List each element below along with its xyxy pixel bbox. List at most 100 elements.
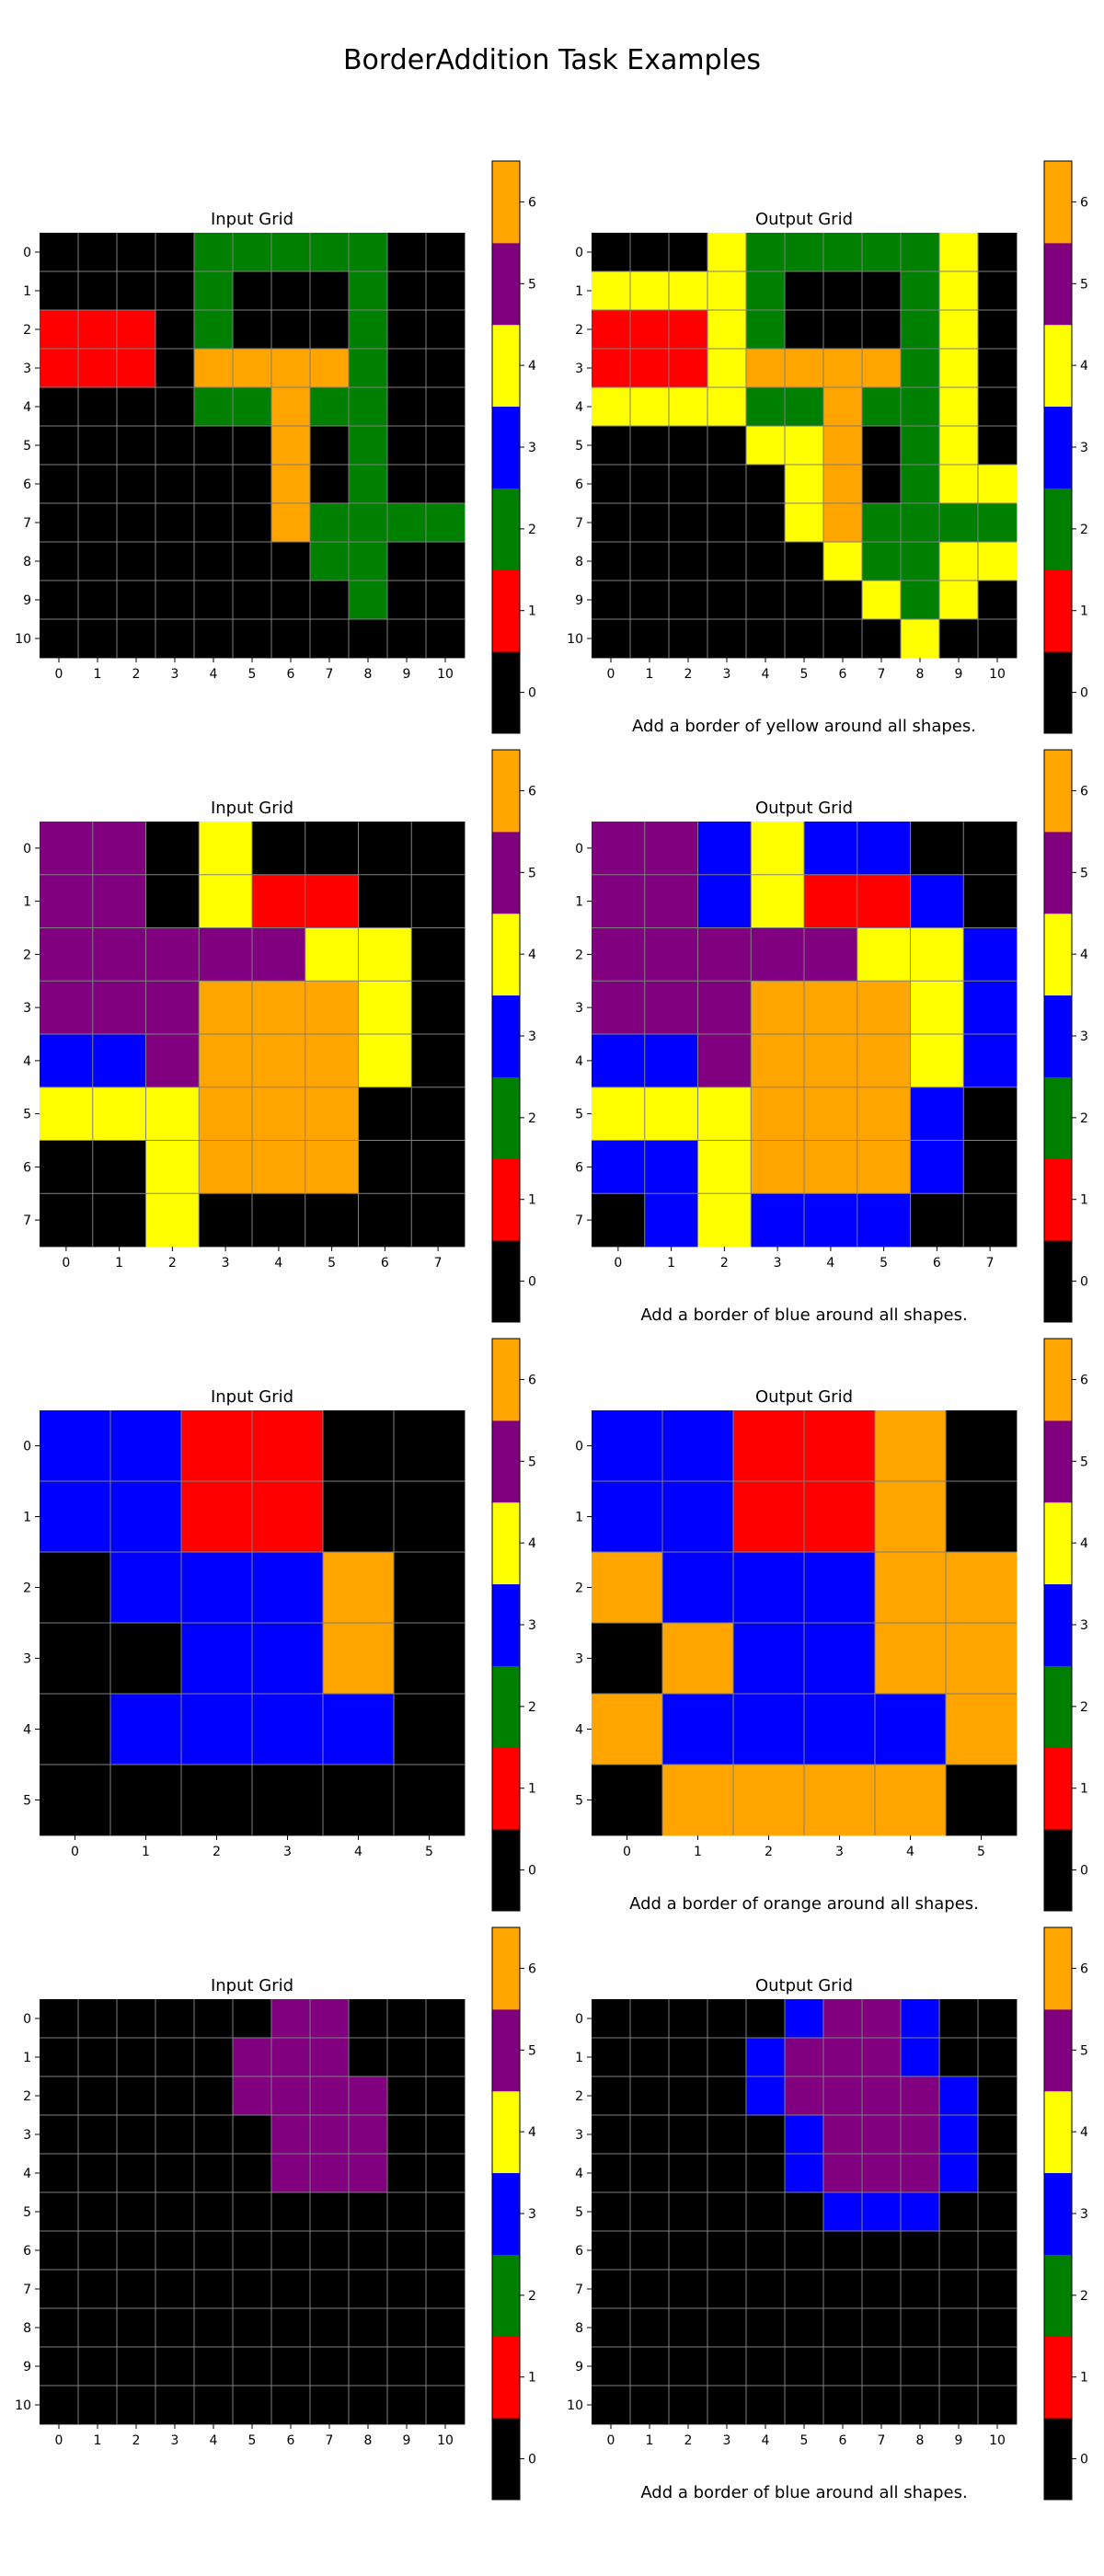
grid-cell (804, 1623, 876, 1695)
grid-cell (823, 465, 863, 504)
grid-cell (40, 1694, 111, 1765)
grid-cell (823, 1999, 863, 2039)
grid-cell (310, 465, 350, 504)
grid-cell (387, 2192, 427, 2232)
x-tick-label: 0 (62, 1256, 70, 1271)
grid-cell (592, 271, 631, 311)
grid-cell (349, 2154, 388, 2193)
grid-cell (669, 2386, 708, 2425)
grid-cell (862, 2154, 902, 2193)
grid-cell (630, 426, 670, 466)
grid-cell (707, 465, 747, 504)
grid-cell (194, 465, 234, 504)
grid-cell (746, 2076, 786, 2116)
x-tick-label: 0 (55, 2433, 63, 2448)
y-tick-label: 9 (23, 2360, 31, 2375)
grid-cell (751, 1034, 805, 1088)
grid-cell (630, 2308, 670, 2348)
grid-cell (592, 465, 631, 504)
grid-cell (746, 2154, 786, 2193)
grid-cell (155, 2038, 195, 2077)
grid-cell (733, 1765, 805, 1836)
colorbar-tick-label: 2 (528, 2289, 536, 2304)
grid-cell (804, 1034, 858, 1088)
grid-cell (644, 874, 698, 928)
grid-cell (592, 1140, 646, 1194)
grid-cell (592, 2347, 631, 2386)
grid-cell (978, 2154, 1018, 2193)
grid-cell (40, 1552, 111, 1624)
x-tick-label: 0 (607, 667, 615, 682)
grid-cell (349, 271, 388, 311)
grid-cell (194, 542, 234, 581)
example-4-output-grid: Output Grid 0 1 2 3 4 5 6 7 8 9 10 0 1 2 3 4 5 6 7 8 9 10 (567, 1976, 1018, 2448)
grid-cell (939, 2231, 979, 2271)
y-tick-label: 1 (575, 1511, 583, 1525)
colorbar-segment (1044, 831, 1072, 914)
grid-cell (707, 2231, 747, 2271)
grid-cell (194, 503, 234, 543)
x-tick-label: 6 (287, 667, 295, 682)
y-tick-label: 3 (575, 1652, 583, 1667)
grid-cell (40, 1765, 111, 1836)
colorbar-segment (1044, 488, 1072, 570)
grid-cell (862, 581, 902, 620)
x-tick-label: 0 (55, 667, 63, 682)
colorbar-segment (1044, 1420, 1072, 1503)
grid-cell (233, 581, 272, 620)
grid-cell (751, 874, 805, 928)
colorbar-tick-label: 1 (1080, 604, 1088, 619)
colorbar-tick-label: 6 (528, 784, 536, 799)
grid-cell (233, 2038, 272, 2077)
colorbar-segment (492, 831, 520, 914)
grid-cell (387, 310, 427, 350)
grid-cell (592, 542, 631, 581)
y-tick-label: 4 (575, 2167, 583, 2181)
grid-cell (823, 387, 863, 427)
x-tick-label: 10 (989, 2433, 1006, 2448)
x-tick-label: 7 (986, 1256, 995, 1271)
grid-cell (862, 2076, 902, 2116)
grid-cell (145, 1034, 200, 1088)
grid-cell (271, 2154, 311, 2193)
y-tick-label: 10 (567, 2398, 583, 2413)
grid-cell (145, 1140, 200, 1194)
colorbar-segment (492, 750, 520, 833)
colorbar-segment (1044, 1829, 1072, 1912)
grid-cell (426, 465, 466, 504)
grid-cell (40, 387, 79, 427)
example-4-output-colorbar: 0 1 2 3 4 5 6 (1043, 1926, 1088, 2501)
grid-cell (305, 1087, 359, 1141)
colorbar-segment (492, 1076, 520, 1159)
grid-cell (194, 2038, 234, 2077)
grid-cell (901, 581, 940, 620)
grid-cell (358, 981, 412, 1035)
grid-cell (305, 1034, 359, 1088)
grid-cell (110, 1410, 182, 1482)
grid-cell (592, 619, 631, 659)
grid-cell (349, 2192, 388, 2232)
grid-cell (181, 1765, 253, 1836)
grid-cell (746, 2192, 786, 2232)
grid-cell (323, 1552, 395, 1624)
grid-cell (978, 2347, 1018, 2386)
colorbar-tick-label: 0 (1080, 1864, 1088, 1879)
grid-cell (78, 233, 118, 272)
grid-cell (78, 542, 118, 581)
grid-cell (40, 310, 79, 350)
colorbar-segment (492, 1339, 520, 1421)
grid-cell (978, 387, 1018, 427)
x-tick-label: 5 (248, 667, 257, 682)
grid-cell (910, 1034, 964, 1088)
x-tick-label: 3 (723, 2433, 731, 2448)
colorbar-tick-label: 0 (528, 2453, 536, 2467)
grid-cell (358, 1087, 412, 1141)
grid-cell (305, 1140, 359, 1194)
grid-cell (939, 233, 979, 272)
grid-cell (785, 1999, 824, 2039)
grid-cell (233, 426, 272, 466)
grid-cell (40, 2386, 79, 2425)
grid-cell (963, 981, 1018, 1035)
example-2-caption: Add a border of blue around all shapes. (640, 1305, 967, 1325)
y-tick-label: 3 (23, 2128, 31, 2143)
